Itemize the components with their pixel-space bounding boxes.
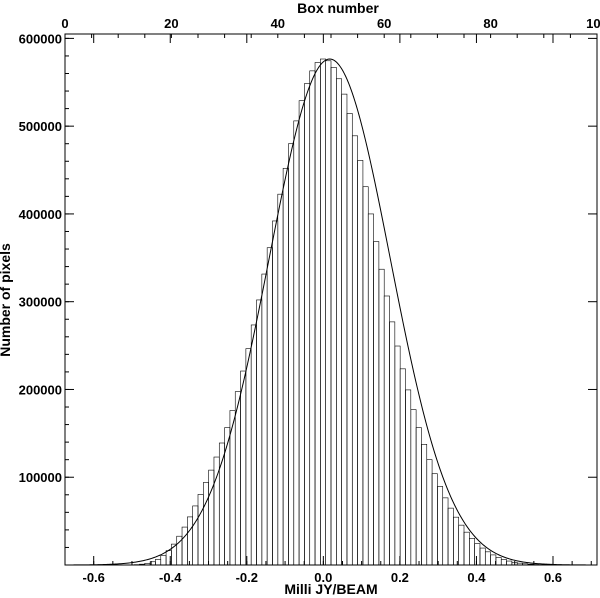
histogram-bar <box>240 370 247 566</box>
histogram-bar <box>250 324 257 566</box>
histogram-bar <box>234 391 241 566</box>
top-tick-label: 20 <box>164 16 178 31</box>
histogram-bar <box>453 516 459 566</box>
histogram-bar <box>410 409 417 566</box>
y-axis-title: Number of pixels <box>0 243 13 357</box>
histogram-bar <box>506 560 513 566</box>
histogram-bar <box>516 562 523 566</box>
histogram-bar <box>405 389 412 566</box>
top-tick-label: 100 <box>586 16 600 31</box>
histogram-bar <box>245 348 252 566</box>
y-tick-label: 500000 <box>19 119 62 134</box>
histogram-bar <box>389 321 396 566</box>
histogram-bar <box>415 427 422 566</box>
gaussian-fit-curve <box>64 58 597 566</box>
histogram-bar <box>266 247 273 566</box>
histogram-bar <box>187 516 193 566</box>
y-tick-label: 600000 <box>19 31 62 46</box>
histogram-bar <box>304 83 311 566</box>
histogram-bar <box>479 547 486 566</box>
histogram-bar <box>171 543 178 566</box>
x-axis-ticks: -0.6 -0.4 -0.2 0.0 0.2 0.4 0.6 <box>83 34 592 585</box>
x-tick-label: -0.6 <box>83 570 105 585</box>
histogram-bar <box>373 241 380 566</box>
histogram-bar <box>144 562 151 566</box>
top-tick-label: 60 <box>377 16 391 31</box>
histogram-bar <box>256 299 263 566</box>
histogram-bar <box>394 345 401 566</box>
x-tick-label: -0.2 <box>236 570 258 585</box>
histogram-bar <box>357 160 364 566</box>
histogram-bar <box>197 494 204 566</box>
histogram-bars <box>117 58 577 566</box>
x-tick-label: 0.4 <box>467 570 486 585</box>
histogram-bar <box>314 62 321 566</box>
histogram-bar <box>383 295 390 566</box>
histogram-bar <box>399 368 406 566</box>
histogram-bar <box>192 505 199 566</box>
histogram-bar <box>447 507 454 566</box>
histogram-bar <box>282 167 289 566</box>
top-tick-label: 80 <box>483 16 497 31</box>
top-axis-title: Box number <box>297 0 379 16</box>
histogram-bar <box>522 563 529 566</box>
histogram-bar <box>474 543 481 566</box>
histogram-bar <box>208 469 215 566</box>
histogram-bar <box>426 459 433 566</box>
histogram-bar <box>325 60 332 566</box>
histogram-bar <box>160 555 167 566</box>
top-axis-ticks: 0 20 40 60 80 100 <box>61 16 600 38</box>
x-tick-label: -0.4 <box>159 570 182 585</box>
histogram-bar <box>155 558 162 566</box>
x-tick-label: 0.2 <box>391 570 409 585</box>
histogram-bar <box>336 78 342 566</box>
y-tick-label: 200000 <box>19 382 62 397</box>
histogram-bar <box>463 531 470 566</box>
y-axis-ticks: 100000 200000 300000 400000 500000 600000 <box>19 31 597 548</box>
histogram-bar <box>346 113 353 566</box>
histogram-bar <box>362 186 369 566</box>
histogram-bar <box>320 58 326 566</box>
histogram-bar <box>224 427 231 566</box>
histogram-bar <box>341 93 348 566</box>
histogram-bar <box>437 486 444 566</box>
histogram-bar <box>442 497 449 566</box>
histogram-bar <box>309 70 316 566</box>
top-tick-label: 40 <box>271 16 285 31</box>
top-tick-label: 0 <box>61 16 68 31</box>
histogram-bar <box>469 538 475 566</box>
x-axis-title: Milli JY/BEAM <box>284 581 377 597</box>
histogram-bar <box>367 213 374 566</box>
histogram-bar <box>495 557 502 566</box>
y-tick-label: 100000 <box>19 470 62 485</box>
y-tick-label: 300000 <box>19 295 62 310</box>
histogram-bar <box>288 143 295 566</box>
histogram-bar <box>293 120 300 566</box>
histogram-bar <box>272 220 279 566</box>
histogram-bar <box>351 135 358 566</box>
histogram-bar <box>431 473 438 566</box>
histogram-bar <box>298 100 305 566</box>
histogram-bar <box>181 526 188 566</box>
x-tick-label: 0.0 <box>314 570 332 585</box>
histogram-bar <box>421 444 428 566</box>
histogram-bar <box>378 268 385 566</box>
x-tick-label: 0.6 <box>544 570 562 585</box>
histogram-bar <box>330 67 337 566</box>
histogram-bar <box>458 524 465 566</box>
y-tick-label: 400000 <box>19 207 62 222</box>
histogram-bar <box>500 559 507 566</box>
histogram-bar <box>261 273 268 566</box>
histogram-bar <box>203 482 209 566</box>
histogram-bar <box>277 193 284 566</box>
histogram-bar <box>484 551 491 566</box>
